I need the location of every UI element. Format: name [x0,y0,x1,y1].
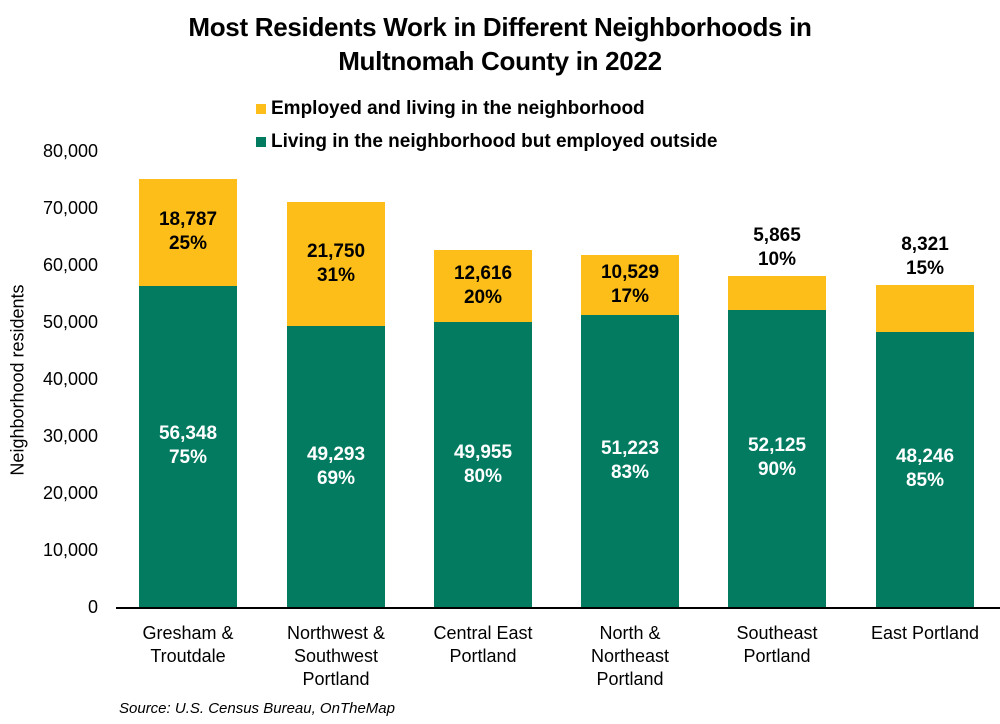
x-category-label: North & Northeast Portland [555,622,705,691]
legend-swatch-inside-icon [256,103,266,114]
bar-label-outside: 49,955 80% [434,441,532,489]
x-category-line: East Portland [870,623,980,643]
bar-segment-inside: 8,321 15% [876,234,974,332]
value-text: 51,223 [600,438,660,459]
x-category-line: Portland [302,669,370,689]
bar-group: 56,348 75% 18,787 25% [139,178,237,607]
bar-group: 49,955 80% 12,616 20% [434,250,532,607]
x-category-label: East Portland [850,622,1000,645]
bar-segment-inside: 18,787 25% [139,178,237,286]
source-note: Source: U.S. Census Bureau, OnTheMap [119,700,395,717]
bar-group: 48,246 85% 8,321 15% [876,234,974,607]
x-axis-line [116,607,1000,609]
x-category-line: Portland [449,646,517,666]
x-category-line: Northeast [590,646,670,666]
bar-segment-outside: 48,246 85% [876,331,974,607]
value-text: 49,293 [306,443,366,465]
value-text: 8,321 [901,233,949,255]
percent-text: 90% [757,459,797,481]
x-category-line: Portland [743,646,811,666]
bar-label-outside: 51,223 83% [581,437,679,485]
x-category-label: Central East Portland [408,622,558,668]
y-tick-label: 40,000 [42,369,98,389]
value-text: 49,955 [453,441,513,463]
x-category-line: Portland [596,669,664,689]
legend: Employed and living in the neighborhood … [256,92,717,158]
x-category-line: North & [599,623,661,643]
percent-text: 15% [905,257,945,279]
x-category-line: Southwest [293,646,379,666]
bar-label-outside: 49,293 69% [287,443,385,491]
bar-segment-inside: 12,616 20% [434,250,532,323]
bar-segment-inside: 21,750 31% [287,202,385,327]
bar-segment-outside: 51,223 83% [581,315,679,607]
bar-label-inside: 18,787 25% [139,208,237,256]
percent-text: 25% [168,233,208,255]
x-category-label: Northwest & Southwest Portland [261,622,411,691]
percent-text: 31% [316,265,356,287]
y-tick-label: 0 [87,597,98,617]
bar-segment-outside: 49,293 69% [287,326,385,607]
percent-text: 20% [463,287,503,309]
value-text: 21,750 [306,241,366,263]
chart-title-line-1: Most Residents Work in Different Neighbo… [188,12,812,42]
legend-swatch-outside-icon [256,136,266,147]
bar-label-inside: 21,750 31% [287,240,385,288]
chart-title: Most Residents Work in Different Neighbo… [0,10,1000,78]
legend-label-outside: Living in the neighborhood but employed … [271,130,718,152]
x-category-line: Southeast [736,623,818,643]
y-tick-label: 50,000 [42,312,98,332]
y-tick-label: 20,000 [42,483,98,503]
percent-text: 17% [610,286,650,307]
bar-label-outside: 56,348 75% [139,422,237,470]
x-category-line: Northwest & [286,623,386,643]
legend-label-inside: Employed and living in the neighborhood [271,97,645,119]
value-text: 52,125 [747,435,807,457]
bar-label-inside: 12,616 20% [434,262,532,310]
bar-label-inside: 10,529 17% [581,261,679,309]
bar-segment-outside: 56,348 75% [139,285,237,607]
percent-text: 83% [610,462,650,483]
value-text: 18,787 [158,209,218,231]
chart-title-line-2: Multnomah County in 2022 [338,46,662,76]
bar-group: 51,223 83% 10,529 17% [581,255,679,607]
legend-item-inside: Employed and living in the neighborhood [256,92,717,125]
y-tick-label: 80,000 [42,141,98,161]
x-category-label: Southeast Portland [702,622,852,668]
bar-segment-outside: 52,125 90% [728,309,826,607]
bar-segment-inside: 5,865 10% [728,225,826,310]
x-category-line: Troutdale [150,646,226,666]
percent-text: 69% [316,467,356,489]
percent-text: 75% [168,447,208,469]
x-category-line: Central East [433,623,533,643]
y-tick-label: 30,000 [42,426,98,446]
bar-segment-inside: 10,529 17% [581,255,679,315]
value-text: 56,348 [158,423,218,445]
percent-text: 85% [905,470,945,492]
legend-item-outside: Living in the neighborhood but employed … [256,125,717,158]
y-axis-label: Neighborhood residents [7,284,28,476]
value-text: 5,865 [753,225,801,247]
x-category-line: Gresham & [142,623,234,643]
value-text: 48,246 [895,446,955,468]
y-tick-label: 10,000 [42,540,98,560]
percent-text: 80% [463,465,503,487]
bar-segment-outside: 49,955 80% [434,322,532,607]
percent-text: 10% [757,249,797,271]
bar-label-inside: 8,321 15% [876,233,974,281]
bar-group: 52,125 90% 5,865 10% [728,225,826,607]
bar-label-outside: 52,125 90% [728,434,826,482]
y-tick-label: 60,000 [42,255,98,275]
y-tick-label: 70,000 [42,198,98,218]
bar-group: 49,293 69% 21,750 31% [287,202,385,607]
bar-label-outside: 48,246 85% [876,445,974,493]
bar-label-inside: 5,865 10% [728,224,826,272]
x-category-label: Gresham & Troutdale [113,622,263,668]
value-text: 12,616 [453,263,513,285]
value-text: 10,529 [600,262,660,283]
